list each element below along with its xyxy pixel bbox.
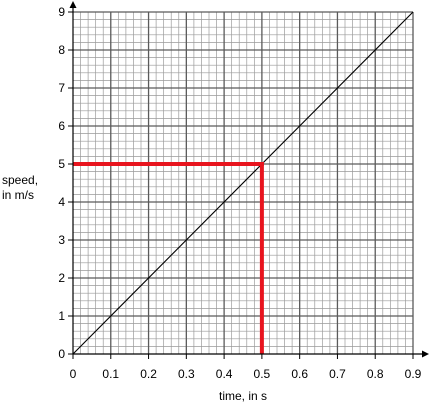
y-tick-label: 8 [58,43,65,57]
x-tick-label: 0.3 [178,367,195,381]
y-tick-label: 0 [58,347,65,361]
x-tick-label: 0.9 [405,367,422,381]
tick-labels: 0 0.1 0.2 0.3 0.4 0.5 0.6 0.7 0.8 0.9 0 1 2 3 4 5 6 7 8 9 [58,5,421,381]
y-tick-label: 2 [58,271,65,285]
y-axis-arrow [69,1,77,8]
x-tick-label: 0.6 [291,367,308,381]
y-tick-label: 7 [58,81,65,95]
x-tick-label: 0.7 [329,367,346,381]
y-tick-label: 1 [58,309,65,323]
y-tick-label: 4 [58,195,65,209]
y-tick-label: 6 [58,119,65,133]
series-line-0 [72,11,414,355]
x-tick-label: 0.2 [140,367,157,381]
x-tick-label: 0 [70,367,77,381]
axes [68,1,429,359]
y-axis-title-line1: speed, [2,173,38,187]
x-tick-label: 0.5 [254,367,271,381]
minor-grid [73,12,413,354]
y-tick-label: 5 [58,157,65,171]
reading-lines [73,162,264,354]
x-tick-label: 0.4 [216,367,233,381]
x-tick-label: 0.1 [102,367,119,381]
x-tick-label: 0.8 [367,367,384,381]
y-axis-title-line2: in m/s [2,188,34,202]
y-tick-label: 3 [58,233,65,247]
x-axis-title: time, in s [219,389,267,403]
y-tick-label: 9 [58,5,65,19]
x-axis-arrow [422,350,429,358]
series-layer [72,11,414,355]
